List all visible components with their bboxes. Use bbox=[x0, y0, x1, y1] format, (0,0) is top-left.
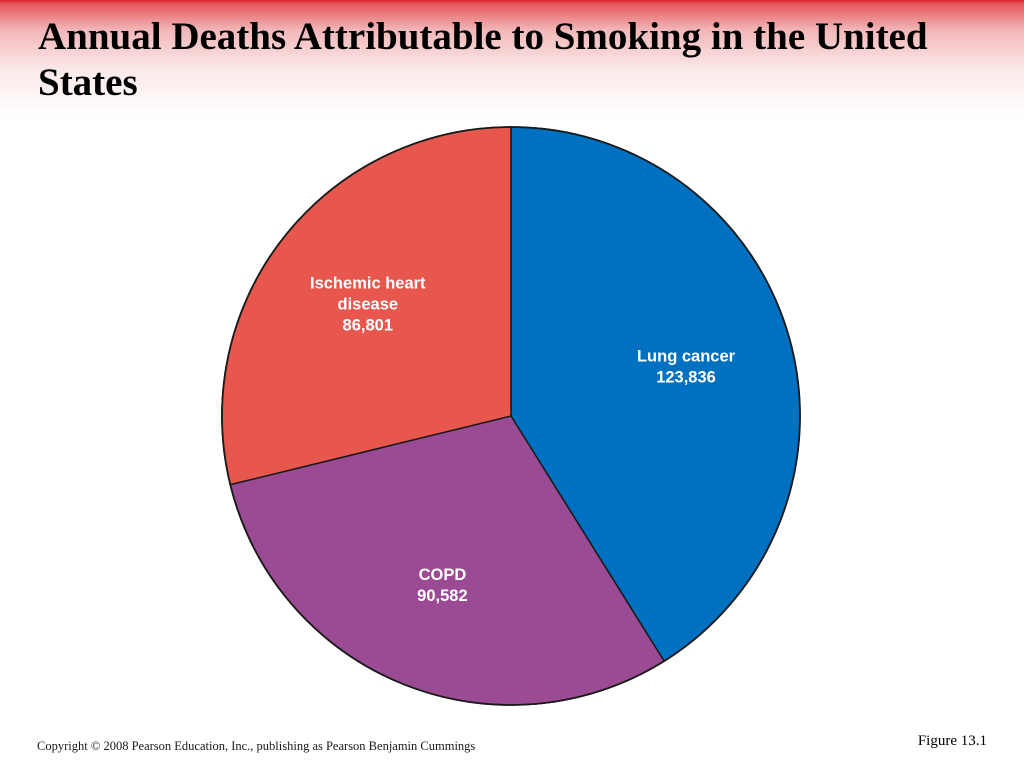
figure-number: Figure 13.1 bbox=[917, 733, 987, 749]
slice-value-label: 90,582 bbox=[417, 587, 467, 605]
slice-label-group: Ischemic heart disease 86,801 bbox=[310, 275, 426, 335]
slice-label-group: COPD 90,582 bbox=[417, 566, 467, 605]
header-band bbox=[0, 0, 1024, 120]
slice-category-label: disease bbox=[338, 296, 399, 314]
slice-value-label: 86,801 bbox=[343, 317, 393, 335]
copyright-text: Copyright © 2008 Pearson Education, Inc.… bbox=[37, 739, 476, 753]
pie-outline bbox=[221, 126, 801, 706]
slice-category-label: Ischemic heart bbox=[310, 275, 426, 293]
slide-title: Annual Deaths Attributable to Smoking in… bbox=[38, 15, 928, 104]
slice-category-label: Lung cancer bbox=[637, 347, 736, 365]
slice-value-label: 123,836 bbox=[656, 368, 716, 386]
slice-category-label: COPD bbox=[419, 566, 467, 584]
slice-label-group: Lung cancer 123,836 bbox=[637, 347, 736, 386]
